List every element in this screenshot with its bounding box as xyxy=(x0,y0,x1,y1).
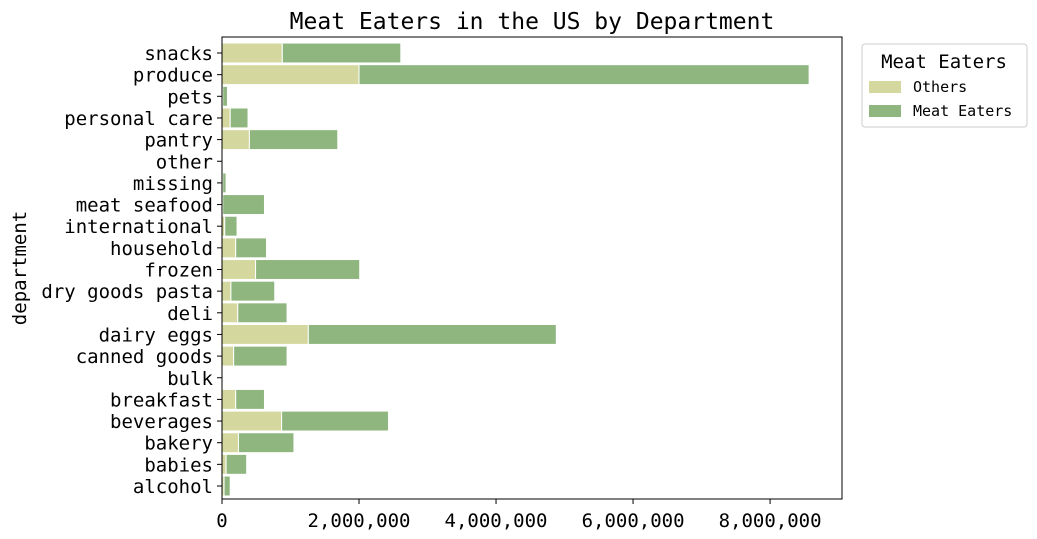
category-label: babies xyxy=(144,454,213,476)
bar-dry-goods-pasta-others xyxy=(221,280,232,302)
bar-deli-meat-eaters xyxy=(237,302,288,324)
bar-snacks-meat-eaters xyxy=(281,42,402,64)
category-label: pantry xyxy=(144,130,213,152)
bar-dairy-eggs-others xyxy=(221,323,309,345)
bar-produce-meat-eaters xyxy=(358,64,810,86)
bar-personal-care-meat-eaters xyxy=(229,107,249,129)
chart-title: Meat Eaters in the US by Department xyxy=(290,9,775,35)
bar-frozen-meat-eaters xyxy=(255,259,361,280)
legend: Meat Eaters Others Meat Eaters xyxy=(861,43,1028,128)
bar-frozen-others xyxy=(221,259,257,280)
category-label: canned goods xyxy=(76,346,213,368)
bar-babies-meat-eaters xyxy=(225,453,248,475)
legend-swatch-others xyxy=(869,81,901,93)
x-tick-label: 8,000,000 xyxy=(719,510,822,532)
bar-dairy-eggs-meat-eaters xyxy=(307,323,557,345)
category-label: breakfast xyxy=(110,389,213,411)
bar-beverages-meat-eaters xyxy=(281,410,389,432)
bar-snacks-others xyxy=(221,42,283,64)
category-label: bulk xyxy=(167,368,213,390)
bar-babies-others xyxy=(221,453,227,475)
x-tick-label: 4,000,000 xyxy=(445,510,548,532)
bar-canned-goods-others xyxy=(221,345,235,367)
bar-bakery-meat-eaters xyxy=(237,432,295,454)
x-tick-label: 2,000,000 xyxy=(308,510,411,532)
bar-beverages-others xyxy=(221,410,283,432)
category-label: other xyxy=(156,151,213,173)
bar-personal-care-others xyxy=(221,107,231,129)
bar-breakfast-others xyxy=(221,388,237,410)
legend-label-meat-eaters: Meat Eaters xyxy=(913,102,1012,120)
bar-pantry-meat-eaters xyxy=(248,129,339,151)
bar-deli-others xyxy=(221,302,239,324)
x-axis-ticks: 0 2,000,000 4,000,000 6,000,000 8,000,000 xyxy=(216,499,822,532)
category-label: produce xyxy=(133,65,213,87)
bar-bakery-others xyxy=(221,432,239,454)
category-label: meat seafood xyxy=(76,195,213,217)
bar-meat-seafood-meat-eaters xyxy=(222,194,265,216)
category-label: international xyxy=(64,216,213,238)
bar-missing-meat-eaters xyxy=(222,172,227,194)
category-label: pets xyxy=(167,86,213,108)
category-label: household xyxy=(110,238,213,260)
bar-pantry-others xyxy=(221,129,250,151)
category-label: alcohol xyxy=(133,476,213,498)
plot-frame xyxy=(221,36,843,500)
bar-household-others xyxy=(221,237,237,259)
bar-breakfast-meat-eaters xyxy=(235,388,265,410)
bar-canned-goods-meat-eaters xyxy=(233,345,288,367)
y-axis-label: department xyxy=(9,211,31,325)
legend-swatch-meat-eaters xyxy=(869,105,901,117)
bar-produce-others xyxy=(221,64,360,86)
bar-dry-goods-pasta-meat-eaters xyxy=(230,280,276,302)
legend-frame xyxy=(861,43,1028,128)
category-label: beverages xyxy=(110,411,213,433)
category-label: snacks xyxy=(144,43,213,65)
legend-label-others: Others xyxy=(913,78,967,96)
category-label: dairy eggs xyxy=(99,324,213,346)
category-label: frozen xyxy=(144,260,213,282)
x-tick-label: 0 xyxy=(216,510,227,532)
legend-title: Meat Eaters xyxy=(881,51,1007,73)
bar-international-meat-eaters xyxy=(224,215,238,237)
category-label: personal care xyxy=(64,108,213,130)
category-label: bakery xyxy=(144,433,213,455)
x-tick-label: 6,000,000 xyxy=(582,510,685,532)
bar-alcohol-meat-eaters xyxy=(223,475,231,497)
bar-pets-meat-eaters xyxy=(222,85,228,107)
bars-layer xyxy=(221,42,810,497)
bar-household-meat-eaters xyxy=(235,237,268,259)
category-label: dry goods pasta xyxy=(41,281,213,303)
category-label: deli xyxy=(167,303,213,325)
category-label: missing xyxy=(133,173,213,195)
